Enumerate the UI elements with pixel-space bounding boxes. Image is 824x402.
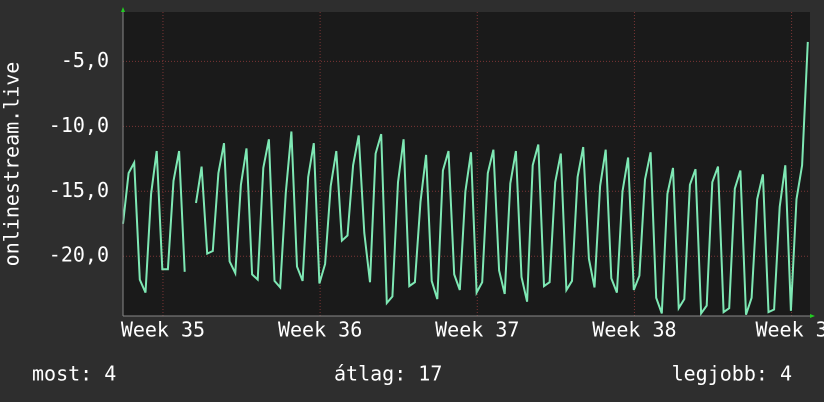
- x-tick-label: Week 35: [121, 318, 205, 342]
- y-tick-label: -10,0: [49, 113, 109, 137]
- x-tick-label: Week 36: [278, 318, 362, 342]
- y-tick-label: -15,0: [49, 178, 109, 202]
- y-tick-label: -5,0: [61, 48, 109, 72]
- x-tick-label: Week 37: [435, 318, 519, 342]
- series-line: [122, 41, 809, 317]
- y-axis-label: onlinestream.live: [0, 62, 24, 267]
- axis-arrow: [121, 7, 125, 12]
- plot-area: [123, 12, 810, 316]
- axis-arrow: [810, 314, 815, 318]
- footer-current: most: 4: [32, 362, 116, 386]
- footer-average: átlag: 17: [334, 362, 442, 386]
- y-tick-label: -20,0: [49, 243, 109, 267]
- x-tick-label: Week 38: [592, 318, 676, 342]
- x-tick-label: Week 3: [755, 318, 824, 342]
- plot: [122, 41, 809, 317]
- footer-best: legjobb: 4: [672, 362, 792, 386]
- grid: [123, 12, 810, 316]
